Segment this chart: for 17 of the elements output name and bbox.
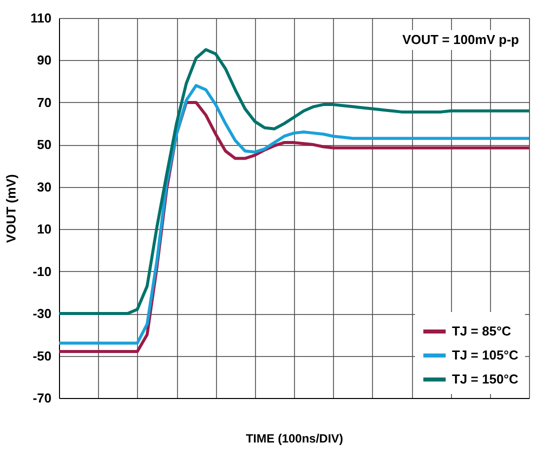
y-tick-label: 70 [37,94,52,110]
x-axis-title: TIME (100ns/DIV) [246,432,344,446]
y-tick-label: -30 [32,306,52,322]
y-tick-label: 50 [37,137,52,152]
y-axis-title: VOUT (mV) [4,174,19,243]
y-tick-label: 10 [37,222,52,237]
legend-label: TJ = 105°C [452,348,519,362]
y-tick-label: 30 [37,179,52,194]
y-tick-label: 90 [37,52,52,68]
y-tick-label: -50 [32,348,52,364]
y-tick-label: 110 [30,10,52,26]
legend-label: TJ = 150°C [452,372,519,386]
y-tick-label: -70 [32,390,52,406]
annotation: VOUT = 100mV p-p [402,32,520,47]
y-tick-label: -10 [32,264,52,279]
line-series [59,48,529,316]
legend-label: TJ = 85°C [452,324,512,338]
